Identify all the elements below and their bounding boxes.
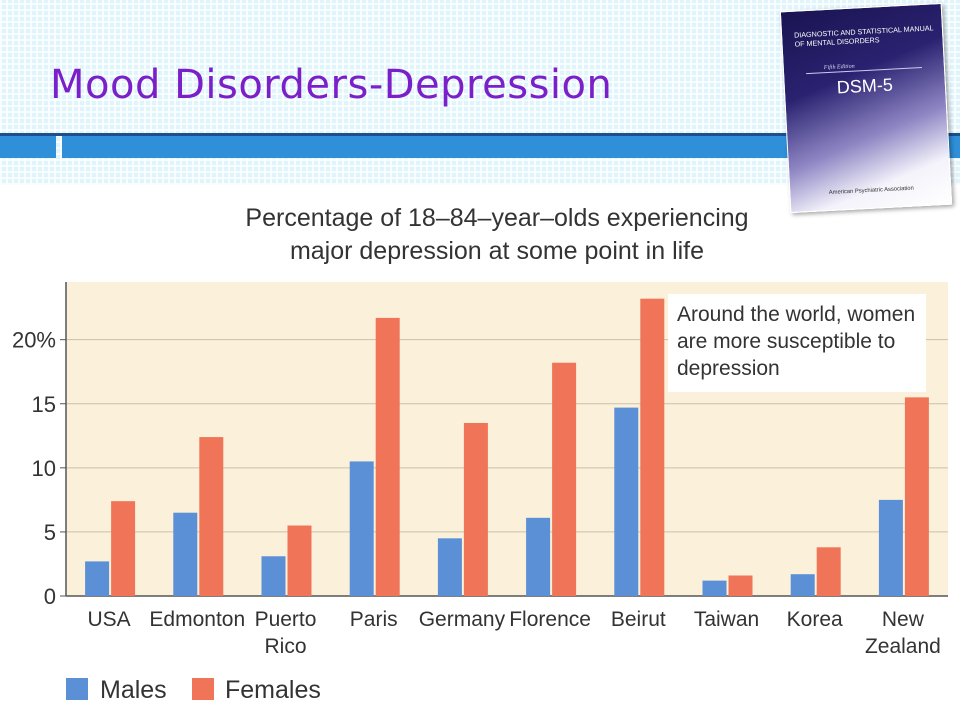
slide-title: Mood Disorders-Depression [50,62,613,108]
bar-females [287,525,312,596]
annotation-text: are more susceptible to [677,330,895,353]
bar-males [790,574,815,596]
bar-males [702,580,727,596]
bar-females [904,397,929,596]
legend-label-females: Females [225,676,321,704]
annotation-box [668,294,926,392]
y-tick-label: 10 [32,456,56,481]
x-tick-label: Taiwan [694,608,759,631]
x-tick-label: Paris [350,608,398,631]
legend-label-males: Males [100,676,167,704]
bar-males [437,538,462,596]
x-tick-label: Beirut [611,608,666,631]
legend-swatch-males [66,678,88,700]
y-tick-label: 0 [44,584,56,609]
bar-females [552,362,577,596]
bar-males [261,556,286,596]
x-tick-label: Korea [787,608,843,631]
x-tick-label: Germany [419,608,506,631]
header-accent-bar-left [0,136,56,158]
bar-females [640,298,665,596]
legend-swatch-females [192,678,214,700]
bar-females [816,547,841,596]
y-tick-label: 5 [44,520,56,545]
chart-title-line: major depression at some point in life [290,237,704,265]
bar-females [111,501,136,596]
book-title: Diagnostic and Statistical Manual of Men… [793,23,934,49]
x-tick-label: Rico [264,635,306,658]
x-tick-label: Zealand [865,635,941,658]
y-tick-label: 20% [12,328,56,353]
bar-females [728,575,753,596]
bar-males [878,499,903,596]
bar-females [463,422,488,596]
chart-title-line: Percentage of 18–84–year–olds experienci… [245,204,748,232]
x-tick-label: Puerto [255,608,317,631]
bar-males [173,512,198,596]
y-tick-label: 15 [32,392,56,417]
bar-males [85,561,110,596]
bar-males [526,517,551,596]
x-tick-label: New [882,608,925,631]
x-tick-label: Edmonton [149,608,245,631]
book-name: DSM-5 [806,67,924,101]
header-divider-line [0,133,960,136]
depression-bar-chart: Percentage of 18–84–year–olds experienci… [12,204,948,704]
dsm5-book-cover: Diagnostic and Statistical Manual of Men… [779,2,953,214]
annotation-text: Around the world, women [677,303,915,326]
bar-males [349,461,374,596]
annotation-text: depression [677,357,780,380]
header-accent-bar [62,136,960,158]
bar-females [375,317,400,596]
bar-males [614,407,639,596]
bar-females [199,437,224,596]
x-tick-label: USA [88,608,131,631]
x-tick-label: Florence [509,608,591,631]
